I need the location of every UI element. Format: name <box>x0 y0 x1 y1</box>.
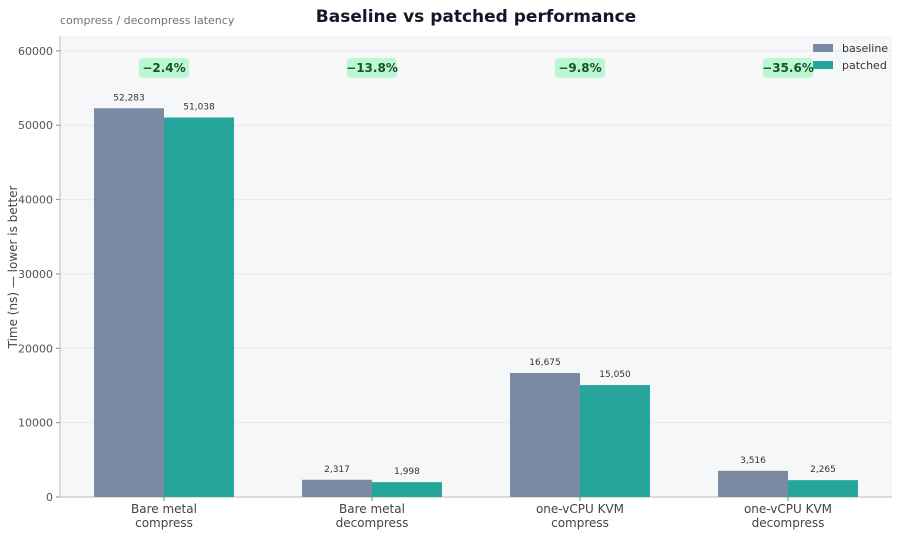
y-tick-label: 60000 <box>18 45 53 58</box>
data-labels: 52,283 51,038 2,317 1,998 16,675 15,050 3,516 2… <box>113 93 836 477</box>
legend: baseline patched <box>813 42 888 72</box>
data-label: 15,050 <box>599 370 631 380</box>
data-label: 2,265 <box>810 465 836 475</box>
delta-label: −2.4% <box>142 61 185 75</box>
bar-baseline <box>718 470 788 497</box>
x-tick-label: compress <box>551 516 609 530</box>
bar-patched <box>580 385 650 497</box>
data-label: 16,675 <box>529 358 561 368</box>
y-tick-label: 0 <box>46 491 53 504</box>
x-tick-label: compress <box>135 516 193 530</box>
y-axis-label: Time (ns) — lower is better <box>6 186 20 350</box>
data-label: 52,283 <box>113 93 145 103</box>
x-tick-label: Bare metal <box>339 502 405 516</box>
legend-label-baseline: baseline <box>842 42 888 55</box>
y-axis: 0 10000 20000 30000 40000 50000 60000 <box>18 36 892 504</box>
x-tick-label: decompress <box>752 516 825 530</box>
delta-label: −13.8% <box>346 61 398 75</box>
data-label: 2,317 <box>324 465 350 475</box>
data-label: 3,516 <box>740 456 766 466</box>
bar-patched <box>164 117 234 497</box>
x-tick-label: one-vCPU KVM <box>744 502 832 516</box>
delta-badge <box>139 58 189 78</box>
bar-baseline <box>510 373 580 497</box>
bar-baseline <box>94 108 164 497</box>
delta-badge <box>763 58 813 78</box>
delta-badges: −2.4% −13.8% −9.8% −35.6% <box>139 58 814 78</box>
data-label: 1,998 <box>394 467 420 477</box>
bars <box>94 108 858 497</box>
bar-patched <box>372 482 442 497</box>
delta-badge <box>347 58 397 78</box>
delta-badge <box>555 58 605 78</box>
legend-swatch-baseline <box>813 44 833 52</box>
y-tick-label: 20000 <box>18 342 53 355</box>
delta-label: −35.6% <box>762 61 814 75</box>
chart-subtitle: compress / decompress latency <box>60 14 235 27</box>
x-tick-label: decompress <box>336 516 409 530</box>
bar-patched <box>788 480 858 497</box>
y-tick-label: 40000 <box>18 194 53 207</box>
y-tick-label: 30000 <box>18 268 53 281</box>
data-label: 51,038 <box>183 103 215 113</box>
legend-label-patched: patched <box>842 59 887 72</box>
y-tick-label: 50000 <box>18 119 53 132</box>
x-tick-label: Bare metal <box>131 502 197 516</box>
y-tick-label: 10000 <box>18 417 53 430</box>
bar-baseline <box>302 479 372 497</box>
chart-title: Baseline vs patched performance <box>316 7 636 27</box>
x-tick-label: one-vCPU KVM <box>536 502 624 516</box>
legend-swatch-patched <box>813 61 833 69</box>
delta-label: −9.8% <box>558 61 601 75</box>
